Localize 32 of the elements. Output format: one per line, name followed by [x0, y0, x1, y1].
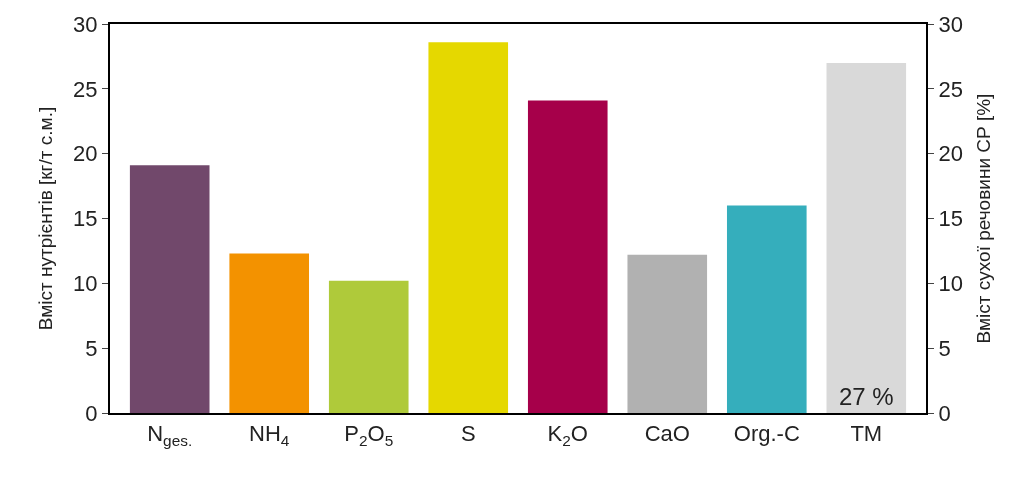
y-tick-label: 20 [73, 141, 98, 167]
x-tick-label: Org.-C [733, 421, 800, 447]
y2-tick-label: 20 [938, 141, 963, 167]
x-tick-label: CaO [644, 421, 690, 447]
y2-tick-label: 5 [938, 335, 951, 361]
y2-tick-label: 0 [938, 400, 951, 426]
data-label: 27 % [838, 383, 894, 410]
x-tick-label: P$_{2}$O$_{5}$ [344, 421, 394, 450]
x-tick-label: N$_{ges.}$ [147, 421, 193, 450]
y-tick-label: 25 [73, 76, 98, 102]
x-tick-label: NH$_{4}$ [249, 421, 290, 450]
bar [428, 42, 509, 413]
y2-tick-label: 10 [938, 271, 963, 297]
y-tick-label: 0 [85, 400, 98, 426]
y2-tick-label: 25 [938, 76, 963, 102]
y-axis-title: Вміст нутрієнтів [кг/т с.м.] [35, 106, 57, 331]
bar [726, 205, 807, 413]
y-tick-label: 10 [73, 271, 98, 297]
bar [129, 165, 210, 413]
y2-tick-label: 30 [938, 11, 963, 37]
bar [229, 253, 310, 413]
y-tick-label: 15 [73, 206, 98, 232]
y-tick-label: 30 [73, 11, 98, 37]
x-tick-label: K$_{2}$O [547, 421, 588, 450]
bar [328, 280, 409, 413]
y-tick-label: 5 [85, 335, 98, 361]
bar [627, 254, 708, 413]
x-tick-label: TM [850, 421, 883, 447]
x-tick-label: S [460, 421, 476, 447]
y2-tick-label: 15 [938, 206, 963, 232]
bar [527, 100, 608, 413]
y2-axis-title: Вміст сухої речовини СР [%] [973, 93, 995, 344]
